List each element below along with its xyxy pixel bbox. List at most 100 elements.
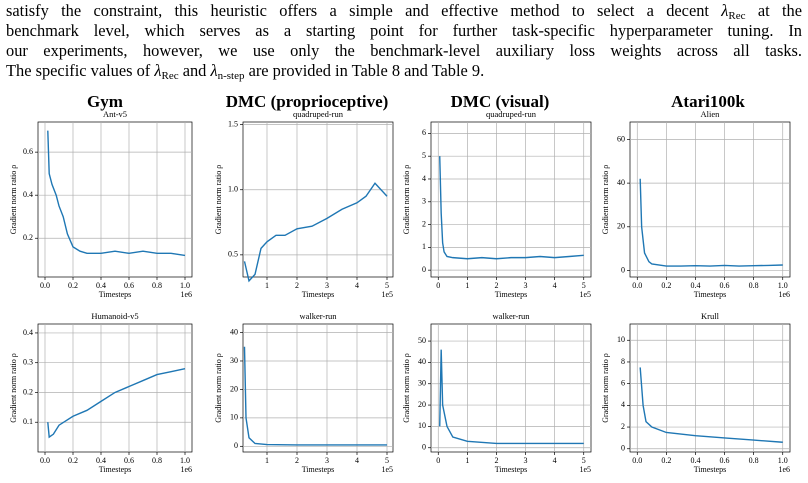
y-tick-label: 3 — [422, 197, 426, 206]
y-tick-label: 0 — [422, 443, 426, 452]
chart-title: Humanoid-v5 — [91, 311, 138, 321]
y-tick-label: 20 — [230, 384, 238, 393]
x-tick-label: 0.2 — [661, 456, 671, 465]
data-line — [639, 178, 783, 267]
plot-frame — [629, 121, 791, 278]
x-offset-label: 1e6 — [778, 465, 790, 474]
x-tick-label: 1.0 — [778, 456, 788, 465]
x-tick-label: 0.0 — [632, 456, 642, 465]
x-tick-label: 0.4 — [96, 281, 106, 290]
chart-title: quadruped-run — [486, 109, 537, 119]
y-tick-label: 0.2 — [23, 233, 33, 242]
x-tick-label: 0.0 — [40, 281, 50, 290]
x-tick-label: 3 — [325, 281, 329, 290]
y-tick-label: 0.4 — [23, 190, 33, 199]
y-tick-label: 50 — [418, 336, 426, 345]
chart-title: walker-run — [492, 311, 530, 321]
x-tick-label: 2 — [295, 281, 299, 290]
subscript: n-step — [217, 70, 245, 82]
x-tick-label: 4 — [355, 281, 359, 290]
x-tick-label: 3 — [524, 281, 528, 290]
plot-frame — [37, 121, 193, 278]
x-tick-label: 0 — [436, 281, 440, 290]
y-tick-label: 1.5 — [228, 119, 238, 128]
x-offset-label: 1e5 — [381, 465, 393, 474]
symbol: λ — [154, 61, 162, 80]
x-tick-label: 0.6 — [720, 281, 730, 290]
y-tick-label: 1 — [422, 242, 426, 251]
x-tick-label: 5 — [582, 281, 586, 290]
x-tick-label: 2 — [295, 456, 299, 465]
x-tick-label: 5 — [582, 456, 586, 465]
y-tick-label: 8 — [621, 357, 625, 366]
y-tick-label: 5 — [422, 151, 426, 160]
data-line — [439, 156, 584, 260]
y-tick-label: 0.1 — [23, 417, 33, 426]
text: at the — [745, 1, 802, 20]
x-tick-label: 1 — [265, 456, 269, 465]
text-line: our experiments, however, we use only th… — [6, 41, 802, 61]
column-title: Gym — [87, 92, 123, 111]
text-line: The specific values of λRec and λn-step … — [6, 61, 802, 82]
x-tick-label: 0.8 — [152, 456, 162, 465]
subscript: Rec — [728, 10, 746, 22]
y-tick-label: 0 — [621, 444, 625, 453]
x-tick-label: 0.4 — [96, 456, 106, 465]
plot-frame — [430, 323, 592, 453]
x-offset-label: 1e6 — [778, 290, 790, 299]
x-axis-label: Timesteps — [99, 465, 132, 474]
chart-title: Ant-v5 — [103, 109, 127, 119]
x-tick-label: 4 — [553, 281, 557, 290]
y-tick-label: 10 — [617, 335, 625, 344]
x-tick-label: 0.2 — [661, 281, 671, 290]
x-tick-label: 5 — [385, 456, 389, 465]
data-line — [243, 182, 388, 283]
y-tick-label: 0.2 — [23, 387, 33, 396]
y-tick-label: 4 — [422, 174, 426, 183]
y-tick-label: 30 — [418, 379, 426, 388]
x-tick-label: 0.6 — [720, 456, 730, 465]
x-tick-label: 1.0 — [778, 281, 788, 290]
column-title: Atari100k — [671, 92, 745, 111]
y-tick-label: 40 — [230, 327, 238, 336]
x-tick-label: 1.0 — [180, 281, 190, 290]
symbol: λ — [210, 61, 218, 80]
x-axis-label: Timesteps — [302, 290, 335, 299]
x-tick-label: 2 — [494, 456, 498, 465]
text-line: satisfy the constraint, this heuristic o… — [6, 1, 802, 22]
text: satisfy the constraint, this heuristic o… — [6, 1, 722, 20]
y-tick-label: 4 — [621, 400, 625, 409]
column-title: DMC (proprioceptive) — [226, 92, 389, 111]
y-tick-label: 10 — [418, 421, 426, 430]
x-tick-label: 0.8 — [152, 281, 162, 290]
plot-frame — [37, 323, 193, 453]
x-offset-label: 1e5 — [381, 290, 393, 299]
x-tick-label: 0.4 — [690, 281, 700, 290]
x-tick-label: 0 — [436, 456, 440, 465]
plot-frame — [242, 121, 394, 278]
plot-frame — [430, 121, 592, 278]
x-tick-label: 1 — [265, 281, 269, 290]
chart-title: Krull — [701, 311, 720, 321]
x-axis-label: Timesteps — [694, 290, 727, 299]
text-line: benchmark level, which serves as a start… — [6, 21, 802, 41]
x-tick-label: 1 — [465, 281, 469, 290]
plot-frame — [629, 323, 791, 453]
text: benchmark level, which serves as a start… — [6, 21, 802, 40]
y-tick-label: 0.5 — [228, 250, 238, 259]
x-tick-label: 4 — [553, 456, 557, 465]
y-axis-label: Gradient norm ratio ρ — [402, 353, 411, 423]
data-line — [439, 349, 584, 445]
x-axis-label: Timesteps — [495, 465, 528, 474]
y-tick-label: 40 — [617, 178, 625, 187]
data-line — [47, 130, 186, 257]
x-tick-label: 0.4 — [690, 456, 700, 465]
x-tick-label: 0.6 — [124, 281, 134, 290]
y-tick-label: 0 — [234, 441, 238, 450]
x-offset-label: 1e6 — [180, 465, 192, 474]
x-tick-label: 0.0 — [40, 456, 50, 465]
x-offset-label: 1e6 — [180, 290, 192, 299]
text: and — [178, 61, 211, 80]
y-tick-label: 2 — [422, 219, 426, 228]
